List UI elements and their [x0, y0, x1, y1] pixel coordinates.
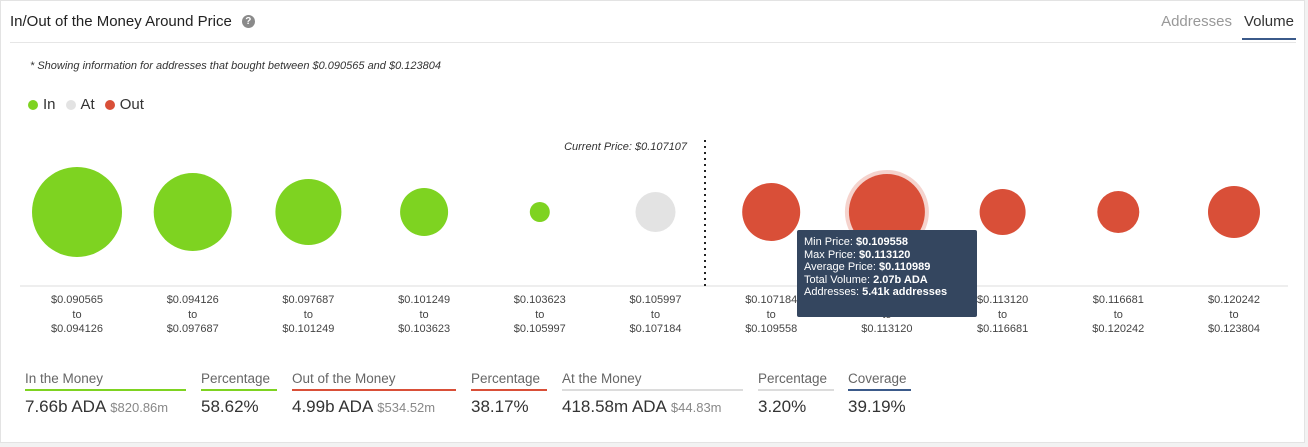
- bubble-out: [1208, 186, 1260, 238]
- tick-label-to: $0.097687: [167, 323, 219, 335]
- stat-value: 38.17%: [471, 397, 529, 416]
- tick-label-from: $0.097687: [282, 294, 334, 306]
- tick-label-to: $0.120242: [1092, 323, 1144, 335]
- bubble-in: [400, 188, 449, 236]
- tick-label-separator: to: [1229, 309, 1238, 321]
- current-price-label: Current Price: $0.107107: [564, 141, 688, 153]
- tick-label-to: $0.105997: [514, 323, 566, 335]
- legend-item-at[interactable]: At: [65, 96, 95, 113]
- tooltip-max-value: $0.113120: [859, 248, 911, 261]
- legend-item-in[interactable]: In: [28, 96, 56, 113]
- tick-label-from: $0.101249: [398, 294, 450, 306]
- bubble-in: [153, 173, 232, 251]
- tick-label-separator: to: [535, 309, 544, 321]
- stat-in-percentage: Percentage 58.62%: [201, 371, 277, 417]
- header-divider: [10, 42, 1296, 43]
- stat-out-of-the-money: Out of the Money 4.99b ADA $534.52m: [292, 371, 456, 417]
- tick-label-to: $0.113120: [861, 323, 912, 335]
- tick-label-separator: to: [1114, 309, 1123, 321]
- page-title: In/Out of the Money Around Price: [10, 13, 232, 30]
- tick-label-from: $0.090565: [51, 294, 103, 306]
- tooltip-avg-label: Average Price:: [804, 261, 876, 273]
- tooltip-volume-label: Total Volume:: [804, 273, 871, 286]
- tooltip-avg-value: $0.110989: [879, 261, 931, 273]
- legend-label-in: In: [43, 96, 56, 113]
- tab-addresses[interactable]: Addresses: [1161, 13, 1232, 30]
- tooltip-volume-value: 2.07b ADA: [873, 273, 928, 286]
- tick-label-to: $0.101249: [282, 323, 334, 335]
- tab-volume[interactable]: Volume: [1241, 13, 1296, 40]
- tick-label-from: $0.094126: [167, 294, 219, 306]
- stat-value: 58.62%: [201, 397, 259, 416]
- stat-value: 418.58m ADA $44.83m: [562, 397, 722, 416]
- tick-label-from: $0.103623: [514, 294, 566, 306]
- tick-label-to: $0.109558: [745, 323, 797, 335]
- bubble-in: [275, 179, 342, 245]
- help-icon[interactable]: ?: [241, 15, 255, 28]
- range-note: * Showing information for addresses that…: [30, 60, 441, 72]
- tooltip-min-value: $0.109558: [855, 236, 908, 248]
- stat-label: At the Money: [562, 371, 743, 391]
- legend-dot-at: [65, 99, 76, 110]
- legend-dot-in: [28, 99, 38, 110]
- stat-coverage: Coverage 39.19%: [848, 371, 911, 417]
- bubble-tooltip: Min Price: $0.109558 Max Price: $0.11312…: [797, 230, 977, 317]
- stat-in-the-money: In the Money 7.66b ADA $820.86m: [25, 371, 186, 417]
- tick-label-to: $0.107184: [630, 323, 682, 335]
- stat-label: Out of the Money: [292, 371, 456, 391]
- tick-label-from: $0.120242: [1208, 294, 1260, 306]
- bubble-in: [32, 167, 122, 257]
- tooltip-min-label: Min Price:: [804, 236, 853, 248]
- tooltip-addresses-label: Addresses:: [804, 286, 860, 298]
- bubble-out: [979, 189, 1026, 235]
- tick-label-separator: to: [998, 309, 1007, 321]
- legend-dot-out: [104, 99, 115, 110]
- tick-label-to: $0.103623: [398, 323, 450, 335]
- tooltip-addresses-value: 5.41k addresses: [862, 286, 948, 298]
- bubble-out: [1097, 191, 1140, 233]
- chart-title-row: In/Out of the Money Around Price ?: [10, 13, 255, 30]
- tick-label-to: $0.094126: [51, 323, 103, 335]
- legend-label-out: Out: [119, 96, 144, 113]
- chart-legend: In At Out: [28, 96, 154, 113]
- tick-label-separator: to: [420, 309, 429, 321]
- tick-label-from: $0.113120: [977, 294, 1028, 306]
- tick-label-separator: to: [651, 309, 660, 321]
- tick-label-from: $0.105997: [630, 294, 682, 306]
- bubble-in: [529, 202, 550, 222]
- stat-label: Percentage: [201, 371, 277, 391]
- stat-label: Percentage: [758, 371, 834, 391]
- tick-label-separator: to: [72, 309, 81, 321]
- stat-value: 39.19%: [848, 397, 906, 416]
- stat-label: In the Money: [25, 371, 186, 391]
- tick-label-separator: to: [304, 309, 313, 321]
- bubble-at: [635, 192, 676, 232]
- legend-label-at: At: [80, 96, 95, 113]
- tick-label-separator: to: [767, 309, 776, 321]
- stat-label: Coverage: [848, 371, 911, 391]
- legend-item-out[interactable]: Out: [104, 96, 144, 113]
- tick-label-to: $0.123804: [1208, 323, 1260, 335]
- tick-label-from: $0.107184: [745, 294, 797, 306]
- view-tabs: Addresses Volume: [1151, 13, 1296, 40]
- tooltip-max-label: Max Price:: [804, 248, 856, 261]
- stat-value: 3.20%: [758, 397, 807, 416]
- stat-at-percentage: Percentage 3.20%: [758, 371, 834, 417]
- tick-label-from: $0.116681: [1093, 294, 1144, 306]
- bubble-out: [742, 183, 801, 241]
- tick-label-to: $0.116681: [977, 323, 1028, 335]
- stat-label: Percentage: [471, 371, 547, 391]
- stat-at-the-money: At the Money 418.58m ADA $44.83m: [562, 371, 743, 417]
- tick-label-separator: to: [188, 309, 197, 321]
- stat-value: 4.99b ADA $534.52m: [292, 397, 436, 416]
- stat-out-percentage: Percentage 38.17%: [471, 371, 547, 417]
- stat-value: 7.66b ADA $820.86m: [25, 397, 169, 416]
